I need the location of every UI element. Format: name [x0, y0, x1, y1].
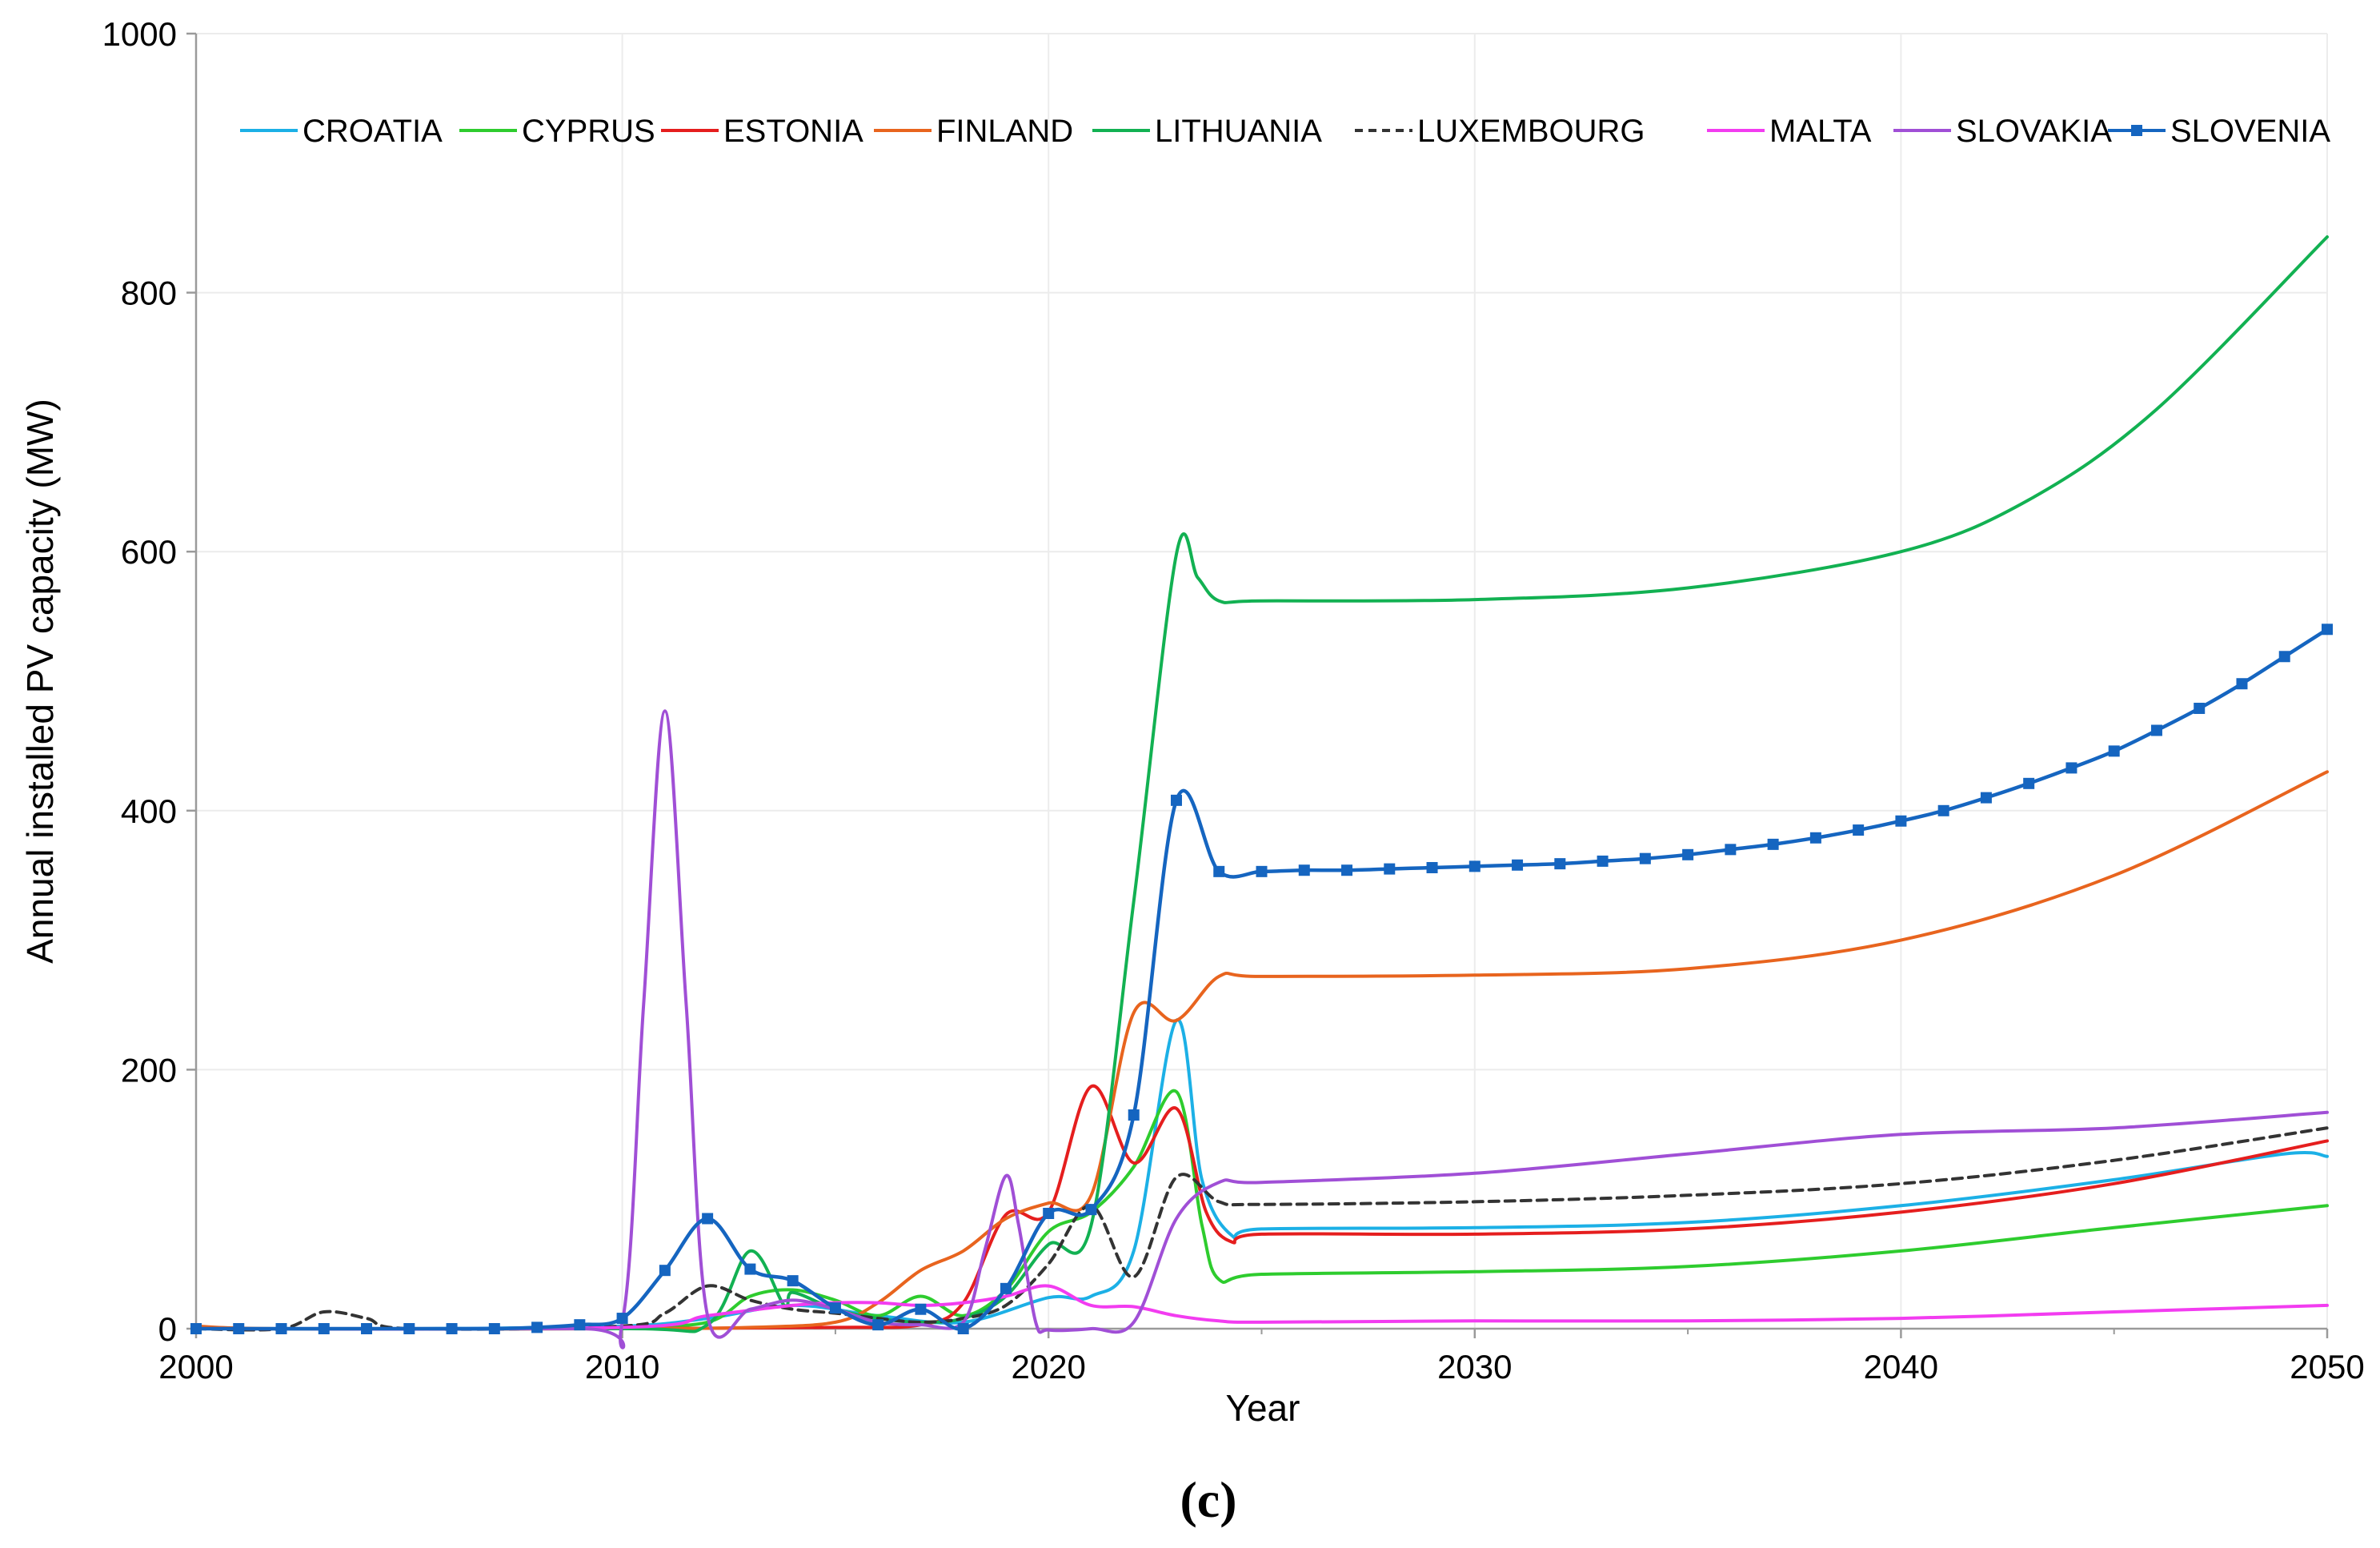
series-point-slovenia — [1341, 864, 1353, 876]
y-tick-labels: 0 200 400 600 800 1000 — [102, 15, 177, 1348]
series-point-slovenia — [2236, 678, 2248, 690]
legend-label-luxembourg: LUXEMBOURG — [1417, 114, 1645, 149]
series-line-slovenia — [194, 628, 2330, 1331]
y-axis-title: Annual installed PV capacity (MW) — [19, 399, 61, 964]
series-point-slovenia — [190, 1323, 202, 1334]
series-point-slovenia — [1639, 852, 1651, 864]
series-point-slovenia — [744, 1263, 756, 1275]
grid-lines — [186, 32, 2329, 1338]
y-tick-label: 1000 — [102, 15, 177, 53]
series-point-slovenia — [1000, 1282, 1012, 1294]
series-point-slovenia — [2194, 702, 2206, 714]
series-point-slovenia — [1384, 863, 1396, 875]
series-point-slovenia — [1298, 864, 1310, 876]
legend-label-finland: FINLAND — [936, 114, 1073, 149]
series-point-slovenia — [1426, 861, 1438, 873]
x-tick-label: 2020 — [1011, 1348, 1085, 1386]
legend-label-malta: MALTA — [1769, 114, 1872, 149]
y-tick-label: 200 — [121, 1051, 177, 1089]
series-point-slovenia — [2023, 777, 2035, 789]
series-point-slovenia — [1554, 858, 1566, 870]
x-tick-label: 2050 — [2290, 1348, 2364, 1386]
series-point-slovenia — [1597, 855, 1609, 867]
x-tick-label: 2030 — [1437, 1348, 1512, 1386]
legend: CROATIA CYPRUS ESTONIA FINLAND LITHUANIA LUXE… — [240, 114, 2330, 149]
legend-label-lithuania: LITHUANIA — [1155, 114, 1322, 149]
x-tick-label: 2040 — [1864, 1348, 1938, 1386]
series-point-slovenia — [829, 1302, 841, 1314]
series-point-slovenia — [1256, 865, 1268, 877]
series-point-slovenia — [915, 1303, 927, 1315]
series-point-slovenia — [275, 1323, 287, 1334]
series-point-slovenia — [702, 1213, 714, 1225]
series-point-slovenia — [1937, 804, 1949, 816]
series-point-slovenia — [488, 1323, 500, 1334]
series-point-slovenia — [1085, 1204, 1097, 1216]
series-point-slovenia — [574, 1319, 586, 1331]
series-line-slovakia — [194, 709, 2329, 1349]
series-point-slovenia — [2150, 724, 2162, 736]
series-point-slovenia — [318, 1323, 330, 1334]
series-line-finland — [194, 770, 2329, 1331]
y-tick-label: 800 — [121, 275, 177, 312]
legend-marker-slovenia — [2131, 125, 2142, 136]
panel-label: (c) — [1180, 1471, 1236, 1528]
series-point-slovenia — [787, 1275, 799, 1287]
series-line-lithuania — [194, 235, 2329, 1333]
y-tick-label: 400 — [121, 792, 177, 830]
y-tick-label: 0 — [158, 1310, 177, 1348]
series-point-slovenia — [446, 1323, 458, 1334]
series-line-malta — [194, 1284, 2329, 1331]
series-point-slovenia — [1128, 1109, 1140, 1121]
series-point-slovenia — [2065, 762, 2077, 774]
series-point-slovenia — [1853, 824, 1865, 836]
legend-label-slovenia: SLOVENIA — [2170, 114, 2330, 149]
series-point-slovenia — [1512, 859, 1524, 871]
series-point-slovenia — [957, 1323, 969, 1334]
axes — [194, 34, 2327, 1330]
x-tick-label: 2000 — [158, 1348, 233, 1386]
series-point-slovenia — [1980, 792, 1992, 804]
series-point-slovenia — [1682, 848, 1694, 860]
series-line-cyprus — [194, 1089, 2329, 1331]
series-point-slovenia — [531, 1321, 543, 1333]
series-point-slovenia — [2322, 624, 2333, 636]
series-point-slovenia — [616, 1313, 628, 1325]
series-point-slovenia — [1895, 815, 1907, 827]
series-line-estonia — [194, 1085, 2329, 1331]
x-tick-label: 2010 — [585, 1348, 659, 1386]
y-tick-label: 600 — [121, 533, 177, 571]
series-point-slovenia — [233, 1323, 245, 1334]
legend-label-slovakia: SLOVAKIA — [1956, 114, 2112, 149]
series-lines — [190, 235, 2333, 1349]
series-point-slovenia — [1170, 794, 1182, 806]
series-point-slovenia — [1468, 860, 1480, 872]
x-axis-title: Year — [1226, 1387, 1300, 1429]
legend-label-croatia: CROATIA — [303, 114, 443, 149]
series-point-slovenia — [361, 1323, 373, 1334]
series-point-slovenia — [1725, 844, 1737, 856]
series-point-slovenia — [2108, 745, 2120, 757]
series-point-slovenia — [403, 1323, 415, 1334]
series-point-slovenia — [872, 1319, 884, 1331]
series-point-slovenia — [2278, 651, 2290, 663]
series-point-slovenia — [1213, 865, 1225, 877]
series-point-slovenia — [659, 1265, 671, 1277]
series-point-slovenia — [1043, 1207, 1055, 1219]
legend-label-cyprus: CYPRUS — [522, 114, 655, 149]
legend-label-estonia: ESTONIA — [723, 114, 863, 149]
series-point-slovenia — [1767, 838, 1779, 850]
x-tick-labels: 2000 2010 2020 2030 2040 2050 — [158, 1348, 2364, 1386]
series-point-slovenia — [1809, 832, 1821, 844]
